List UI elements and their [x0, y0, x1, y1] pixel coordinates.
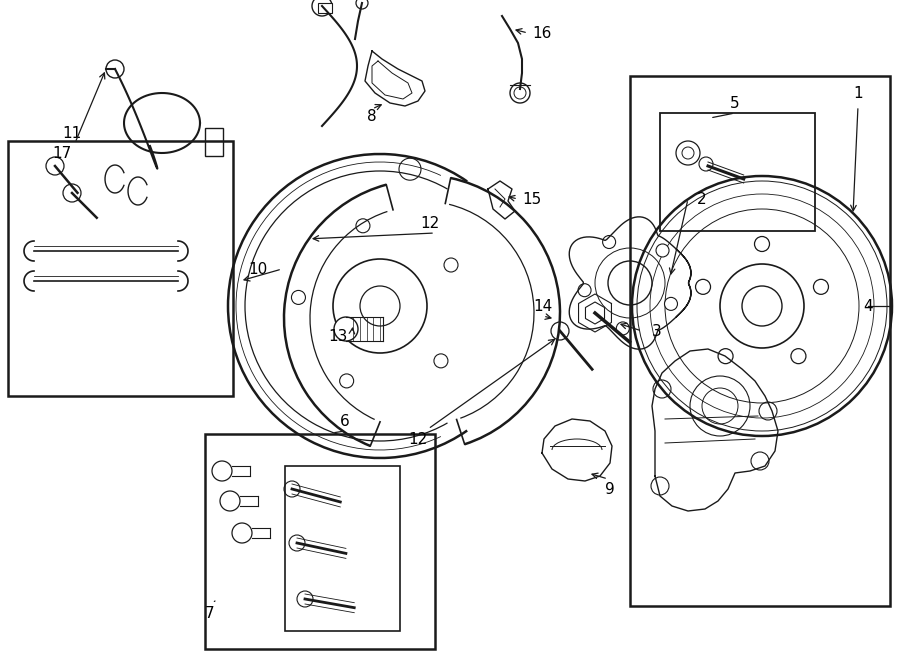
Circle shape: [742, 286, 782, 326]
Circle shape: [718, 348, 734, 364]
Text: 2: 2: [698, 192, 706, 206]
Bar: [630, 76, 890, 606]
Circle shape: [814, 280, 829, 294]
Bar: [318, 3, 332, 13]
Text: 7: 7: [205, 605, 215, 621]
Circle shape: [696, 280, 710, 294]
Text: 9: 9: [605, 481, 615, 496]
Circle shape: [616, 322, 629, 335]
Circle shape: [356, 219, 370, 233]
Text: 5: 5: [730, 95, 740, 110]
Text: 13: 13: [328, 329, 347, 344]
Bar: [285, 466, 400, 631]
Circle shape: [444, 258, 458, 272]
Text: 14: 14: [534, 299, 553, 313]
Text: 8: 8: [367, 108, 377, 124]
Text: 12: 12: [420, 215, 439, 231]
Text: 11: 11: [62, 126, 82, 141]
Text: 15: 15: [522, 192, 542, 206]
Circle shape: [334, 317, 358, 341]
Circle shape: [664, 297, 678, 311]
Circle shape: [656, 244, 669, 257]
Circle shape: [791, 348, 806, 364]
Bar: [205, 128, 223, 156]
Text: 12: 12: [409, 432, 428, 446]
Bar: [8, 141, 233, 396]
Bar: [205, 434, 435, 649]
Circle shape: [339, 374, 354, 388]
Circle shape: [292, 290, 305, 305]
Text: 17: 17: [52, 145, 72, 161]
Text: 6: 6: [340, 414, 350, 428]
Circle shape: [578, 284, 591, 297]
Text: 16: 16: [532, 26, 552, 40]
Circle shape: [754, 237, 770, 251]
Circle shape: [603, 235, 616, 249]
Text: 4: 4: [863, 299, 873, 313]
Text: 10: 10: [248, 262, 267, 276]
Text: 3: 3: [652, 323, 662, 338]
Text: 1: 1: [853, 85, 863, 100]
Bar: [660, 113, 815, 231]
Circle shape: [434, 354, 448, 368]
